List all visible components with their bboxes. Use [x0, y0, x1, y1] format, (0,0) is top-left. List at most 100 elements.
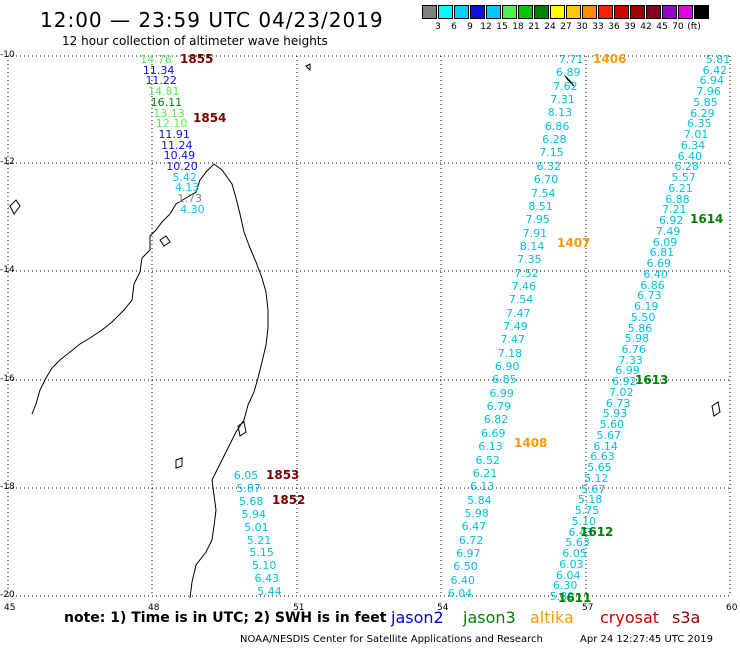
wave-height-label: 7.01: [683, 128, 709, 142]
wave-height-label: 6.04: [555, 568, 581, 582]
timestamp-text: Apr 24 12:27:45 UTC 2019: [580, 634, 713, 645]
islet-6: [175, 457, 183, 469]
wave-height-label: 5.44: [257, 585, 282, 599]
wave-height-label: 7.46: [511, 279, 537, 293]
legend-swatch: [678, 5, 693, 19]
wave-height-label: 7.62: [553, 79, 578, 93]
wave-height-label: 7.95: [525, 213, 550, 227]
wave-height-label: 14.81: [148, 85, 180, 99]
wave-height-label: 7.91: [522, 226, 548, 240]
wave-height-label: 6.21: [668, 181, 693, 195]
wave-height-label: 6.88: [665, 192, 690, 206]
wave-height-label: 7.21: [662, 203, 687, 217]
y-tick-label: -18: [0, 482, 15, 492]
wave-height-label: 6.19: [633, 300, 659, 314]
x-tick-label: 54: [437, 603, 449, 613]
wave-height-label: 6.43: [254, 572, 280, 586]
wave-height-label: 7.31: [550, 93, 575, 107]
wave-height-label: 6.85: [492, 373, 517, 387]
wave-height-label: 6.28: [674, 160, 700, 174]
wave-height-label: 8.13: [547, 106, 573, 120]
legend-swatch: [550, 5, 565, 19]
satellite-name-altika: altika: [530, 608, 574, 627]
x-tick-label: 60: [726, 603, 738, 613]
wave-height-label: 6.43: [568, 525, 593, 539]
pass-id-label: 1853: [266, 468, 300, 482]
wave-height-label: 5.60: [599, 418, 625, 432]
wave-height-label: 5.85: [693, 95, 718, 109]
wave-height-label: 7.02: [609, 385, 634, 399]
wave-height-label: 11.34: [142, 63, 175, 77]
legend-swatch: [630, 5, 645, 19]
x-tick-label: 57: [582, 603, 594, 613]
wave-height-label: 5.12: [584, 471, 609, 485]
legend-swatch: [486, 5, 501, 19]
wave-height-label: 5.84: [467, 493, 492, 507]
legend-swatch: [614, 5, 629, 19]
legend-swatch: [694, 5, 709, 19]
islet-2: [159, 235, 171, 247]
wave-height-label: 6.28: [542, 133, 567, 147]
wave-height-label: 5.57: [671, 171, 696, 185]
x-tick-label: 48: [148, 603, 160, 613]
legend-swatch: [438, 5, 453, 19]
wave-height-label: 6.32: [536, 159, 562, 173]
legend-label: 27: [560, 22, 572, 32]
y-tick-label: -10: [0, 50, 15, 60]
legend-swatch: [470, 5, 485, 19]
wave-height-label: 6.97: [456, 546, 481, 560]
wave-height-label: 6.86: [544, 119, 570, 133]
wave-height-label: 12.10: [155, 117, 188, 131]
wave-height-label: 6.13: [478, 440, 503, 454]
wave-height-label: 6.09: [652, 235, 678, 249]
satellite-name-jason2: jason2: [391, 608, 444, 627]
wave-height-label: 11.24: [161, 138, 193, 152]
wave-height-label: 6.04: [447, 587, 473, 600]
legend-swatch: [518, 5, 533, 19]
pass-id-label: 1407: [557, 236, 591, 250]
wave-height-label: 13.13: [153, 106, 185, 120]
wave-height-label: 5.01: [244, 520, 269, 534]
wave-height-label: 5.15: [249, 546, 274, 560]
wave-height-label: 6.79: [486, 400, 512, 414]
y-tick-label: -20: [0, 590, 15, 600]
islet-3: [711, 401, 721, 417]
wave-height-label: 6.73: [605, 396, 631, 410]
wave-height-label: 6.52: [475, 453, 501, 467]
legend-label: 3: [435, 22, 441, 32]
wave-height-label: 7.47: [506, 306, 531, 320]
wave-height-label: 6.05: [562, 547, 587, 561]
pass-id-label: 1854: [193, 111, 227, 125]
satellite-name-jason3: jason3: [463, 608, 516, 627]
islet-5: [564, 75, 575, 87]
legend-swatch: [646, 5, 661, 19]
pass-id-label: 1852: [272, 493, 306, 507]
wave-height-label: 7.15: [539, 146, 564, 160]
wave-height-label: 6.70: [533, 173, 559, 187]
legend-label: 45: [656, 22, 668, 32]
wave-height-label: 7.18: [497, 346, 523, 360]
wave-height-label: 6.99: [489, 386, 514, 400]
legend-label: 6: [451, 22, 457, 32]
wave-height-label: 16.11: [150, 95, 183, 109]
islet-4: [305, 63, 311, 72]
wave-height-label: 6.47: [461, 520, 487, 534]
wave-height-label: 5.93: [602, 407, 628, 421]
pass-id-label: 1613: [635, 373, 669, 387]
satellite-name-cryosat: cryosat: [600, 608, 660, 627]
legend-label: 18: [512, 22, 524, 32]
y-tick-label: -12: [0, 157, 15, 167]
wave-height-label: 5.98: [464, 506, 489, 520]
wave-height-label: 6.69: [481, 426, 506, 440]
pass-id-label: 1408: [514, 436, 548, 450]
wave-height-label: 6.73: [637, 289, 662, 303]
wave-height-label: 6.50: [453, 560, 478, 574]
wave-height-label: 11.22: [145, 74, 177, 88]
x-tick-label: 51: [293, 603, 305, 613]
legend-label: 30: [576, 22, 588, 32]
wave-height-label: 5.68: [238, 494, 264, 508]
wave-height-label: 5.10: [251, 559, 277, 573]
legend-swatch: [662, 5, 677, 19]
wave-height-label: 5.67: [596, 428, 622, 442]
wave-height-label: 6.90: [494, 360, 520, 374]
